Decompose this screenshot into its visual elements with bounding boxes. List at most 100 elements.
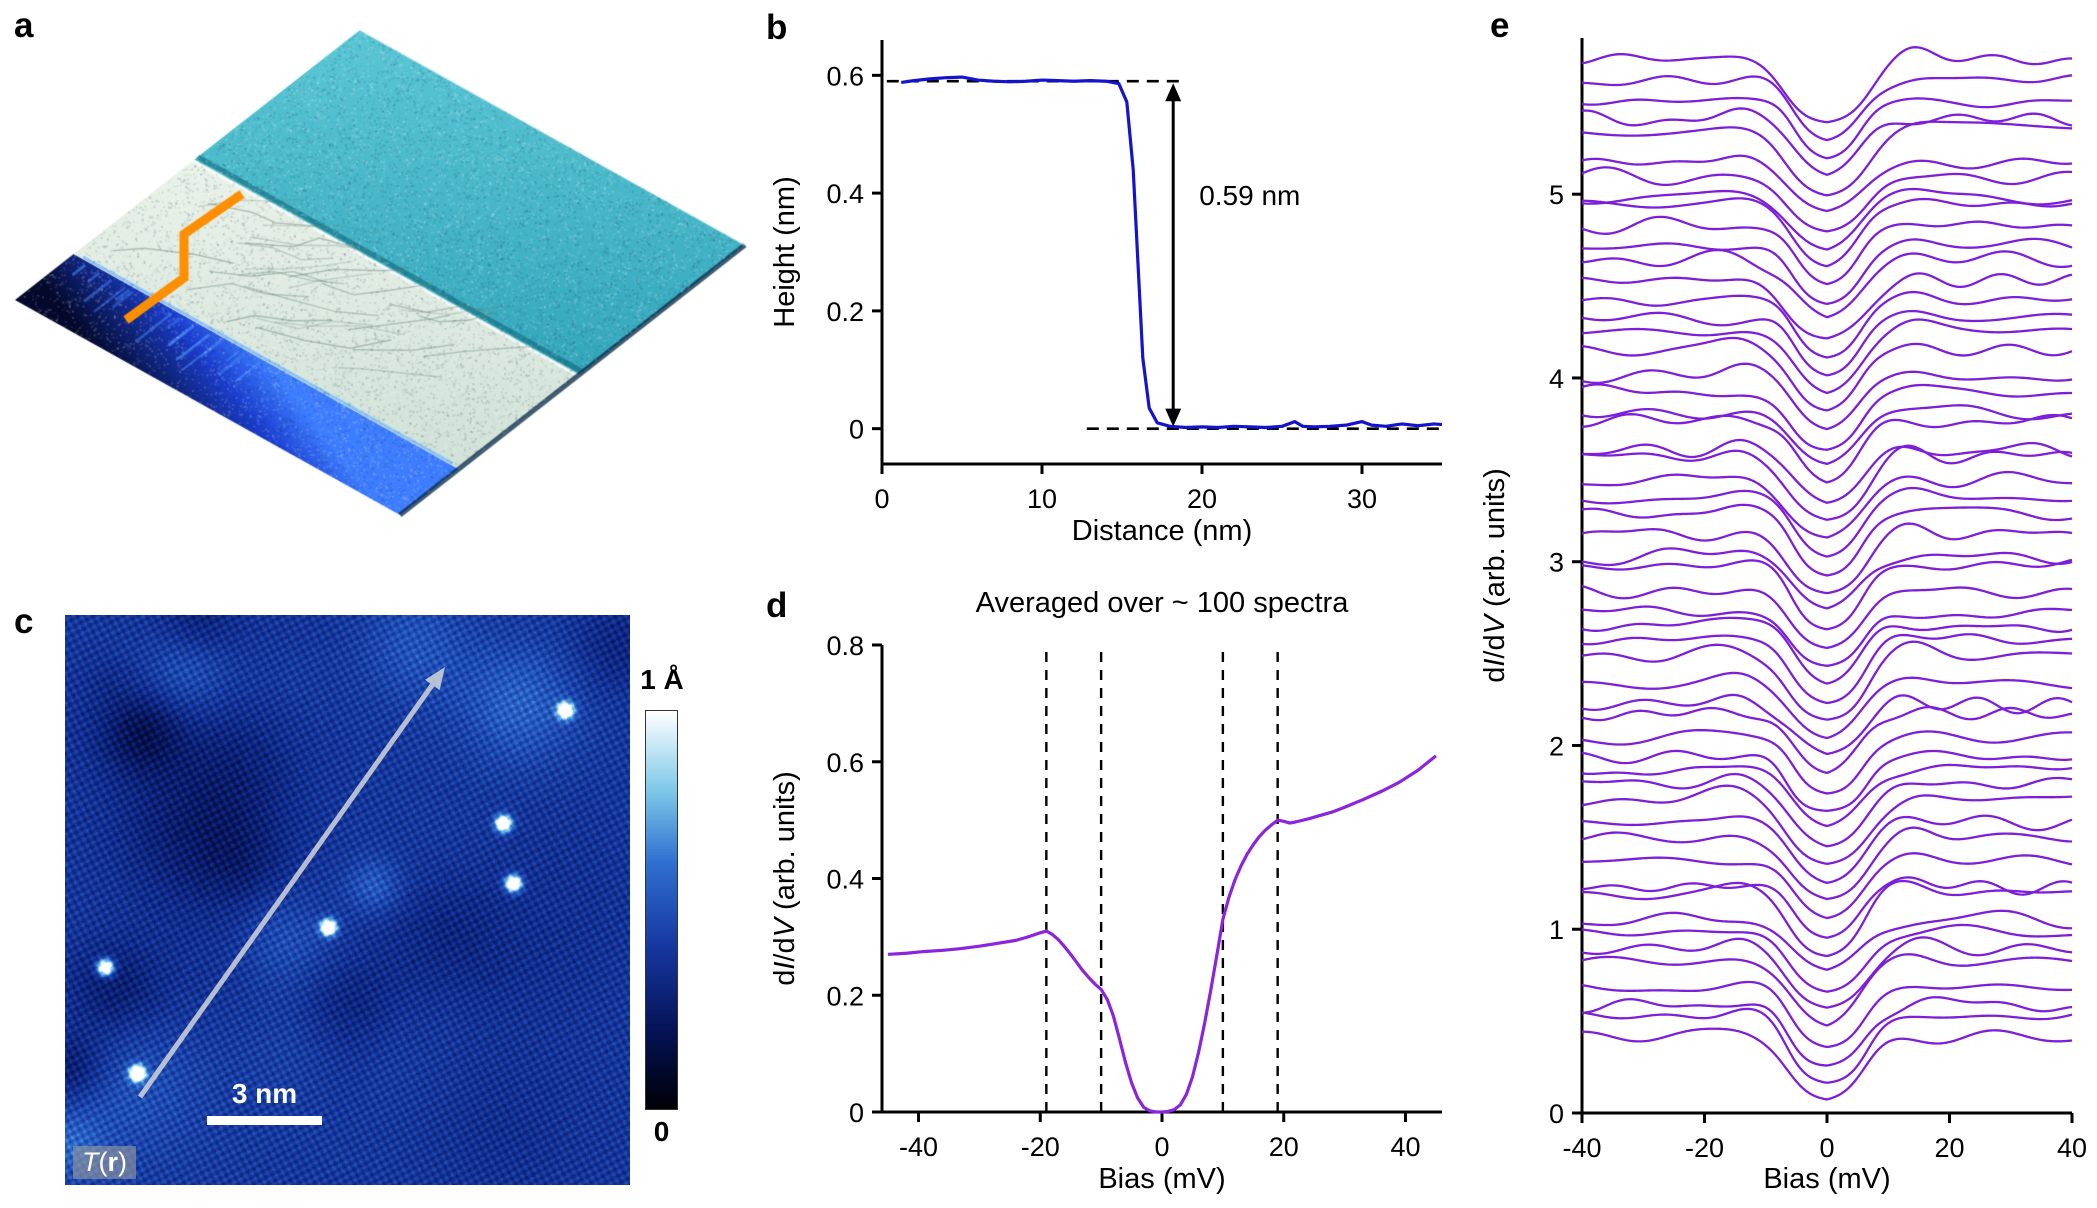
height-profile-chart: 0 10 20 30 0 0.2 0.4 0.6 Distance (nm) Height (nm…: [769, 40, 1443, 547]
spectrum-curve: [1581, 438, 2073, 504]
scale-bar-label: 3 nm: [231, 1078, 298, 1109]
spectrum-curve: [1581, 1007, 2073, 1084]
x-tick-label: 40: [2057, 1133, 2087, 1163]
panel-d-averaged-spectrum: -40 -20 0 20 40 0 0.2 0.4 0.6 0.8 Bias (mV) dI/dV (…: [760, 570, 1470, 1208]
x-tick-label: -40: [899, 1132, 938, 1162]
spectrum-curve: [1581, 413, 2073, 484]
spectrum-curve: [1581, 879, 2073, 958]
spectrum-curve: [1581, 705, 2073, 775]
spectrum-curve: [1581, 640, 2073, 721]
panel-label-a: a: [14, 6, 34, 45]
spectrum-curve: [1581, 470, 2073, 539]
spectrum-curve: [1581, 107, 2073, 176]
spectrum-curve: [1581, 749, 2073, 812]
spectrum-curve: [1581, 309, 2073, 377]
spectrum-curve: [1581, 486, 2073, 558]
colorbar-min-label: 0: [653, 1116, 670, 1147]
x-tick-label: 20: [1269, 1132, 1299, 1162]
y-tick-label: 0.6: [826, 748, 864, 778]
spectrum-curve: [1581, 814, 2073, 885]
spectrum-curve: [1581, 383, 2073, 451]
x-tick-label: -40: [1562, 1133, 1601, 1163]
x-tick-label: 0: [1819, 1133, 1834, 1163]
y-tick-label: 0.8: [826, 631, 864, 661]
spectrum-curve: [1581, 215, 2073, 286]
y-tick-label: 0.6: [826, 61, 864, 91]
spectrum-curve: [1581, 404, 2073, 466]
panel-c-stm-topograph: 3 nm T(r) 1 Å 0 c: [0, 600, 760, 1208]
spectrum-curve: [1581, 522, 2073, 595]
panel-label-b: b: [766, 8, 788, 47]
panel-b-height-profile: 0 10 20 30 0 0.2 0.4 0.6 Distance (nm) Height (nm…: [760, 0, 1470, 560]
spectrum-curve: [1581, 826, 2073, 901]
x-tick-label: 20: [1934, 1133, 1964, 1163]
y-tick-label: 0: [849, 1098, 864, 1128]
colorbar-max-label: 1 Å: [640, 664, 684, 695]
colorbar: [645, 710, 678, 1110]
x-tick-label: -20: [1685, 1133, 1724, 1163]
spectrum-curve: [1581, 558, 2073, 631]
spectrum-curve: [1581, 318, 2073, 395]
y-axis-label: Height (nm): [769, 176, 801, 328]
spectrum-curve: [1581, 784, 2073, 865]
y-tick-label: 3: [1549, 548, 1564, 578]
spectrum-curve: [1581, 605, 2073, 667]
y-axis-label: dI/dV (arb. units): [769, 771, 801, 986]
y-tick-label: 0.4: [826, 865, 864, 895]
y-tick-label: 0: [1549, 1099, 1564, 1129]
y-tick-label: 4: [1549, 364, 1564, 394]
y-tick-label: 0.4: [826, 179, 864, 209]
x-tick-label: 0: [874, 484, 889, 514]
stm-topograph-image: [65, 615, 630, 1185]
spectrum-curve: [1581, 616, 2073, 685]
spectrum-curve: [1581, 772, 2073, 848]
x-tick-label: 20: [1187, 484, 1217, 514]
spectrum-curve: [1581, 120, 2073, 197]
x-tick-label: -20: [1021, 1132, 1060, 1162]
scale-bar: [207, 1116, 322, 1125]
spectrum-curve: [1581, 852, 2073, 920]
y-tick-label: 5: [1549, 180, 1564, 210]
spectrum-curve: [1581, 248, 2073, 319]
spectrum-curve: [1581, 1027, 2073, 1101]
spectrum-curve: [1581, 953, 2073, 1027]
spectrum-curve: [1581, 46, 2073, 124]
spectrum-curve: [1581, 74, 2073, 142]
x-axis-label: Distance (nm): [1072, 515, 1253, 547]
spectrum-curve: [1581, 876, 2073, 939]
averaged-spectrum-line: [887, 754, 1437, 1114]
arrowhead-down: [1165, 408, 1182, 427]
panel-label-c: c: [14, 602, 34, 641]
x-tick-label: 40: [1390, 1132, 1420, 1162]
step-height-label: 0.59 nm: [1199, 180, 1300, 211]
x-tick-label: 10: [1027, 484, 1057, 514]
y-tick-label: 1: [1549, 915, 1564, 945]
y-tick-label: 0.2: [826, 297, 864, 327]
spectrum-curve: [1581, 996, 2073, 1067]
tr-label: T(r): [73, 1146, 137, 1179]
stm-3d-topography-image: [0, 0, 760, 600]
spectrum-curve: [1581, 909, 2073, 971]
spectrum-curve: [1581, 503, 2073, 577]
height-profile-line: [900, 75, 1443, 430]
topograph-overlay: [137, 667, 445, 1099]
spectrum-curve: [1581, 362, 2073, 431]
spectrum-curve: [1581, 96, 2073, 160]
y-tick-label: 2: [1549, 731, 1564, 761]
spectrum-curve: [1581, 584, 2073, 650]
y-axis-label: dI/dV (arb. units): [1479, 468, 1511, 683]
x-tick-label: 0: [1154, 1132, 1169, 1162]
spectrum-curve: [1581, 671, 2073, 740]
panel-label-e: e: [1490, 6, 1510, 45]
spectrum-curve: [1581, 197, 2073, 268]
profile-direction-arrow: [137, 683, 435, 1099]
spectrum-curve: [1581, 444, 2073, 521]
arrowhead-up: [1165, 83, 1182, 102]
spectrum-curve: [1581, 237, 2073, 306]
spectrum-curve: [1581, 980, 2073, 1049]
spectrum-curve: [1581, 763, 2073, 828]
panel-e-spectra-waterfall: -40 -20 0 20 40 0 1 2 3 4 5 Bias (mV) dI/dV (arb. un…: [1470, 0, 2097, 1208]
spectrum-curve: [1581, 693, 2073, 756]
spectrum-curve: [1581, 923, 2073, 993]
